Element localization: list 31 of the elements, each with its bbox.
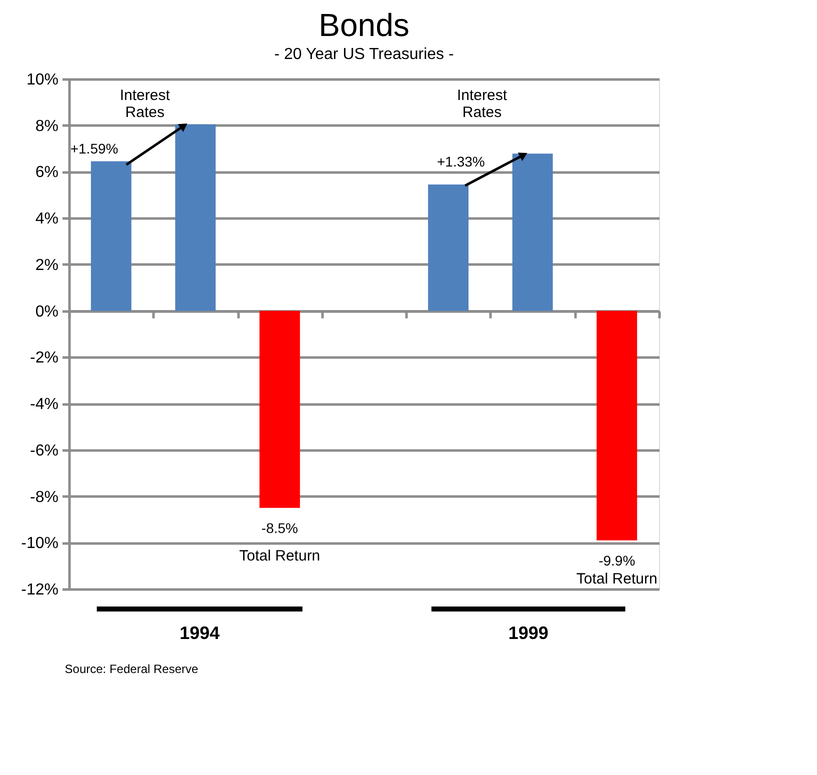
- bar: [90, 161, 132, 311]
- bar: [428, 184, 469, 311]
- text: 1994: [180, 623, 220, 643]
- annotation: Total Return: [576, 570, 658, 588]
- annotation: Total Return: [239, 547, 320, 564]
- bar: [259, 310, 300, 508]
- text: 1999: [508, 623, 548, 643]
- y-tick-label: 2%: [35, 256, 58, 274]
- source-note: Source: Federal Reserve: [64, 662, 199, 676]
- bar: [512, 154, 553, 311]
- y-tick-label: 0%: [35, 303, 58, 320]
- y-tick-label: -12%: [21, 582, 58, 598]
- annotation: Interest Rates: [456, 87, 508, 122]
- y-tick-label: -8%: [30, 488, 58, 506]
- y-tick-label: -2%: [30, 350, 58, 367]
- annotation: +1.59%: [70, 140, 118, 157]
- y-tick-label: -10%: [21, 535, 58, 552]
- y-tick-label: -4%: [30, 396, 58, 414]
- y-tick-label: 6%: [35, 164, 58, 182]
- chart-title: Bonds: [318, 7, 410, 43]
- y-tick-label: 8%: [35, 118, 58, 135]
- data-label: -9.9%: [598, 552, 636, 568]
- bar: [175, 124, 216, 311]
- y-tick-label: 4%: [35, 210, 58, 228]
- data-label: -8.5%: [261, 520, 298, 536]
- y-tick-label: 10%: [26, 72, 58, 88]
- y-tick-label: -6%: [30, 442, 58, 460]
- annotation: Interest Rates: [120, 87, 171, 122]
- annotation: +1.33%: [436, 153, 485, 170]
- bar: [596, 310, 638, 540]
- chart-subtitle: - 20 Year US Treasuries -: [274, 46, 454, 63]
